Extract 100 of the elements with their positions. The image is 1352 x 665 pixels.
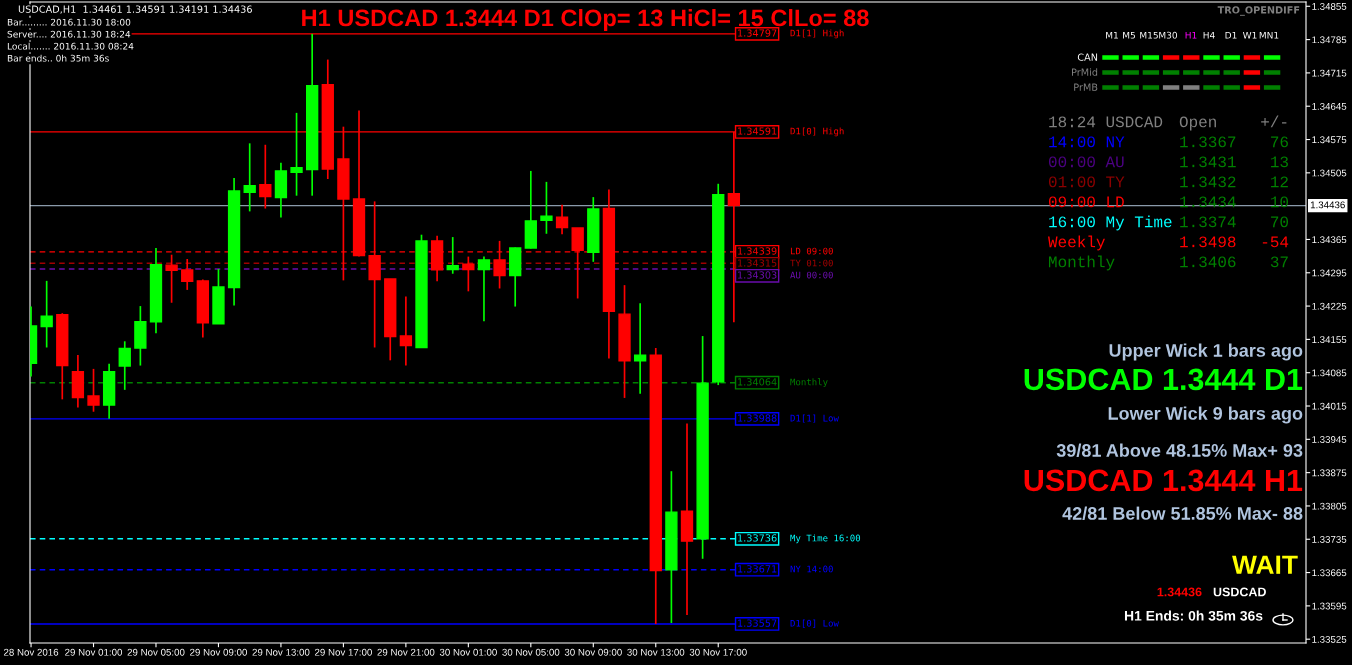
annotation: 1.3406 — [1180, 256, 1236, 268]
annotation: +/- — [1261, 115, 1287, 128]
annotation: 1.3431 — [1180, 156, 1236, 168]
y-tick-label: 1.33735 — [1312, 535, 1347, 543]
annotation: Open — [1179, 116, 1216, 131]
annotation: W1 — [1242, 31, 1257, 39]
x-tick-label: 29 Nov 13:00 — [252, 648, 310, 656]
annotation: NY 14:00 — [790, 565, 833, 573]
annotation: M1 — [1106, 31, 1118, 39]
annotation: My Time 16:00 — [790, 534, 861, 544]
x-tick-label: 30 Nov 13:00 — [627, 648, 685, 656]
annotation: H1 — [1185, 31, 1197, 39]
candlestick — [243, 142, 256, 213]
annotation: Server.... 2016.11.30 18:24 — [7, 30, 131, 38]
candlestick — [259, 143, 272, 210]
candlestick — [87, 368, 100, 413]
y-tick-label: 1.34365 — [1312, 236, 1347, 244]
candlestick — [633, 302, 647, 395]
ref-line-label: 1.33736 — [738, 534, 777, 542]
annotation: 1.3432 — [1180, 176, 1236, 188]
annotation: D1[0] High — [790, 127, 844, 137]
candlestick — [477, 255, 491, 323]
annotation: MN1 — [1259, 31, 1279, 39]
annotation: Local....... 2016.11.30 08:24 — [7, 42, 134, 50]
y-tick-label: 1.34085 — [1312, 369, 1347, 377]
ref-line-label: 1.33557 — [738, 619, 777, 627]
annotation: LD 09:00 — [790, 247, 833, 255]
candlestick — [555, 203, 569, 236]
annotation: Bar......... 2016.11.30 18:00 — [7, 18, 131, 26]
annotation: D1 — [1225, 31, 1237, 39]
annotation: 10 — [1270, 196, 1289, 208]
annotation: Bar ends.. 0h 35m 36s — [7, 54, 109, 62]
x-tick-label: 29 Nov 17:00 — [314, 648, 372, 656]
y-tick-label: 1.34015 — [1312, 402, 1347, 410]
x-tick-label: 28 Nov 2016 — [3, 648, 59, 656]
y-tick-label: 1.33525 — [1312, 635, 1347, 643]
annotation: PrMB — [1074, 83, 1098, 91]
annotation: AU 00:00 — [790, 271, 833, 279]
annotation: Monthly — [790, 378, 828, 388]
annotation: 76 — [1271, 136, 1288, 148]
y-tick-label: 1.33595 — [1312, 602, 1347, 610]
annotation: M15 — [1140, 31, 1158, 39]
annotation: -54 — [1262, 236, 1289, 248]
y-tick-label: 1.34715 — [1312, 69, 1347, 77]
candlestick — [399, 295, 413, 367]
annotation: D1[1] Low — [790, 414, 839, 423]
annotation: 1.3374 — [1180, 216, 1236, 228]
ref-line-label: 1.33988 — [738, 414, 777, 422]
annotation: H1 Ends: 0h 35m 36s — [1124, 610, 1263, 621]
annotation: 42/81 Below 51.85% Max- 88 — [1062, 506, 1303, 521]
candlestick — [290, 112, 303, 197]
annotation: M5 — [1123, 31, 1135, 39]
x-tick-label: 29 Nov 21:00 — [377, 648, 435, 656]
candlestick — [181, 258, 194, 291]
annotation: 14:00 NY — [1049, 136, 1125, 148]
y-tick-label: 1.34225 — [1312, 302, 1347, 310]
candlestick — [165, 253, 178, 304]
x-tick-label: 30 Nov 17:00 — [689, 648, 747, 656]
ref-line-label: 1.34436 — [1310, 201, 1345, 209]
x-tick-label: 30 Nov 01:00 — [439, 648, 497, 656]
annotation: USDCAD — [1213, 587, 1266, 597]
annotation: USDCAD,H1 1.34461 1.34591 1.34191 1.34436 — [18, 5, 252, 14]
y-tick-label: 1.34155 — [1312, 336, 1347, 344]
annotation: 09:00 LD — [1048, 196, 1124, 208]
annotation: 37 — [1270, 256, 1288, 268]
y-tick-label: 1.33805 — [1312, 502, 1347, 510]
ref-line-label: 1.34591 — [738, 127, 777, 135]
x-tick-label: 29 Nov 05:00 — [127, 648, 185, 656]
ref-line-label: 1.34064 — [738, 378, 777, 386]
ref-line-label: 1.33671 — [738, 565, 777, 573]
x-tick-label: 29 Nov 01:00 — [65, 648, 123, 656]
candlestick — [446, 236, 459, 275]
y-tick-label: 1.33945 — [1312, 436, 1347, 443]
y-tick-label: 1.33875 — [1312, 469, 1347, 477]
candlestick — [462, 255, 475, 293]
ref-line-label: 1.34303 — [738, 271, 777, 279]
y-tick-label: 1.34505 — [1312, 169, 1347, 177]
annotation: 16:00 My Time — [1049, 215, 1172, 231]
annotation: 12 — [1270, 176, 1288, 188]
annotation: Weekly — [1048, 235, 1105, 251]
ref-line-label: 1.34339 — [738, 247, 777, 255]
annotation: 01:00 TY — [1048, 176, 1125, 188]
annotation: 1.34436 — [1157, 587, 1202, 597]
x-tick-label: 30 Nov 05:00 — [502, 648, 560, 656]
annotation: Upper Wick 1 bars ago — [1109, 343, 1303, 361]
annotation: 18:24 USDCAD — [1049, 116, 1163, 128]
y-tick-label: 1.34785 — [1312, 36, 1347, 44]
x-tick-label: 30 Nov 09:00 — [564, 648, 622, 656]
annotation: USDCAD 1.3444 D1 — [1024, 368, 1303, 391]
annotation: Lower Wick 9 bars ago — [1108, 406, 1303, 424]
annotation: 39/81 Above 48.15% Max+ 93 — [1056, 443, 1303, 458]
annotation: M30 — [1159, 31, 1178, 39]
annotation: Monthly — [1049, 255, 1115, 271]
annotation: USDCAD 1.3444 H1 — [1024, 469, 1303, 492]
candlestick — [540, 181, 553, 235]
y-tick-label: 1.33665 — [1312, 569, 1347, 577]
annotation: CAN — [1077, 53, 1098, 61]
x-tick-label: 29 Nov 09:00 — [190, 648, 247, 656]
annotation: D1[1] High — [790, 29, 844, 39]
y-tick-label: 1.34295 — [1312, 269, 1347, 277]
